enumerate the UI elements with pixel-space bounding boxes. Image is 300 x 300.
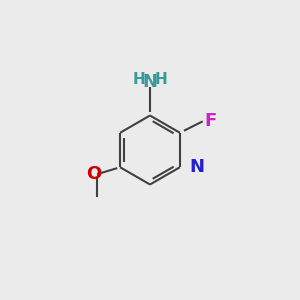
Text: F: F bbox=[204, 112, 216, 130]
Text: N: N bbox=[189, 158, 204, 176]
Text: H: H bbox=[154, 72, 167, 87]
Text: H: H bbox=[133, 72, 146, 87]
Text: N: N bbox=[142, 73, 158, 91]
Text: O: O bbox=[86, 165, 101, 183]
